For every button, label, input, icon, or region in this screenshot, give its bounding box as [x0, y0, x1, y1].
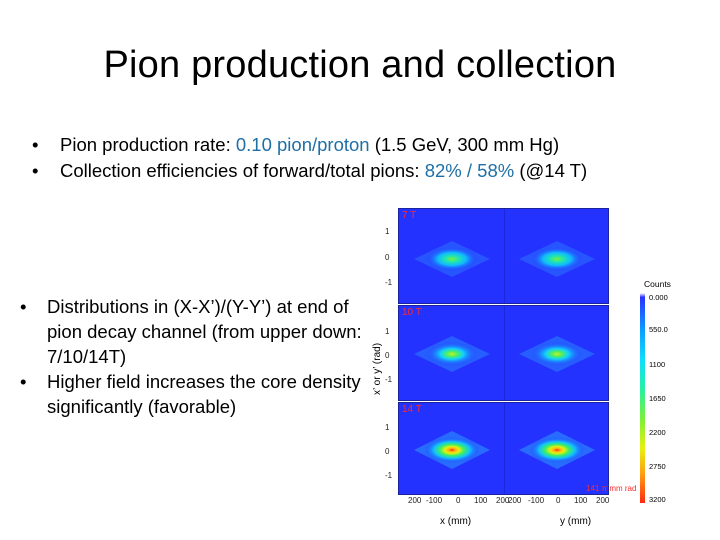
colorbar-tick: 2750 [649, 462, 666, 471]
bullet-distributions: Distributions in (X-X’)/(Y-Y’) at end of… [18, 294, 363, 369]
phase-panel-7t: 7 T [398, 208, 609, 304]
y-tick: 1 [385, 227, 390, 236]
colorbar-tick: 2200 [649, 428, 666, 437]
phase-panel-10t: 10 T [398, 305, 609, 401]
y-tick: -1 [385, 375, 393, 384]
y-tick: -1 [385, 278, 393, 287]
y-tick: 1 [385, 423, 390, 432]
bullet-text-suffix: (1.5 GeV, 300 mm Hg) [369, 134, 560, 155]
bullet-text-prefix: Pion production rate: [60, 134, 236, 155]
x-tick: 0 [456, 496, 461, 505]
core-blob-y [519, 241, 595, 277]
x-tick: 200 [596, 496, 610, 505]
x-tick: 100 [574, 496, 588, 505]
panel-divider [504, 209, 505, 303]
colorbar-tick: 1650 [649, 394, 666, 403]
x-tick: 200 [496, 496, 510, 505]
x-axis-label-right: y (mm) [560, 516, 592, 527]
y-tick: 0 [385, 351, 390, 360]
colorbar-tick: 1100 [649, 360, 666, 369]
y-tick: -1 [385, 471, 393, 480]
y-tick: 0 [385, 253, 390, 262]
bullet-higher-field: Higher field increases the core density … [18, 369, 363, 419]
x-tick: 0 [556, 496, 561, 505]
core-blob-x [414, 241, 490, 277]
phase-space-figure: x’ or y’ (rad) 1 0 -1 7 T 1 0 -1 10 T 1 … [368, 205, 700, 535]
core-blob-x [414, 336, 490, 372]
colorbar-tick: 550.0 [649, 325, 668, 334]
phase-panel-14t: 14 T [398, 402, 609, 495]
x-tick: 200 [508, 496, 522, 505]
top-bullet-list: Pion production rate: 0.10 pion/proton (… [30, 132, 700, 184]
slide-title: Pion production and collection [103, 44, 617, 86]
bullet-highlight-rate: 0.10 pion/proton [235, 134, 370, 155]
colorbar [640, 293, 645, 503]
colorbar-title: Counts [644, 279, 671, 289]
panel-label: 10 T [402, 307, 422, 318]
y-tick: 0 [385, 447, 390, 456]
panel-label: 14 T [402, 404, 422, 415]
emittance-label: 141 π mm rad [586, 484, 637, 493]
bullet-text-prefix: Collection efficiencies of forward/total… [60, 160, 425, 181]
x-tick: 100 [474, 496, 488, 505]
panel-label: 7 T [402, 210, 417, 221]
x-tick: -100 [528, 496, 545, 505]
bullet-production-rate: Pion production rate: 0.10 pion/proton (… [30, 132, 700, 158]
colorbar-tick: 3200 [649, 495, 666, 504]
core-blob-y [519, 431, 595, 469]
left-bullet-list: Distributions in (X-X’)/(Y-Y’) at end of… [18, 294, 363, 419]
colorbar-tick: 0.000 [649, 293, 668, 302]
bullet-text-suffix: (@14 T) [514, 160, 588, 181]
bullet-highlight-efficiency: 82% / 58% [424, 160, 515, 181]
x-tick: -100 [426, 496, 443, 505]
panel-divider [504, 403, 505, 494]
panel-divider [504, 306, 505, 400]
core-blob-x [414, 431, 490, 469]
bullet-collection-efficiency: Collection efficiencies of forward/total… [30, 158, 700, 184]
y-axis-label: x’ or y’ (rad) [372, 342, 383, 395]
x-axis-label-left: x (mm) [440, 516, 472, 527]
x-tick: 200 [408, 496, 422, 505]
y-tick: 1 [385, 327, 390, 336]
core-blob-y [519, 336, 595, 372]
